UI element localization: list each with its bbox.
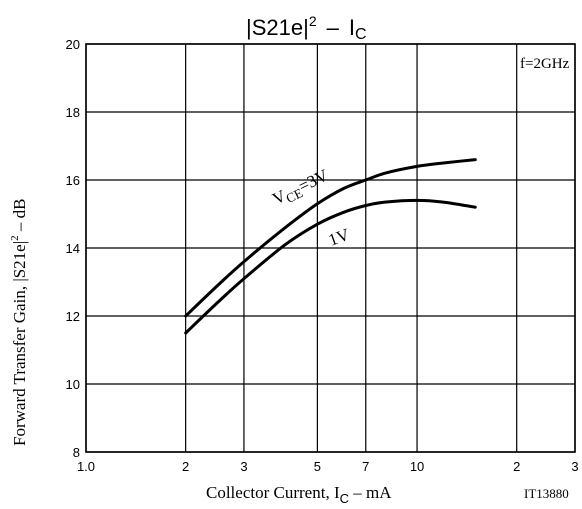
y-tick-labels: 8 10 12 14 16 18 20 [66,37,80,460]
figure-code: IT13880 [524,486,569,501]
y-axis-label-main: Forward Transfer Gain, |S21e| [10,241,29,446]
y-tick-label: 14 [66,241,80,256]
x-axis-label-rest: – mA [349,483,392,502]
x-tick-label: 1.0 [77,459,95,474]
title-dash: – [327,15,340,40]
x-tick-label: 2 [182,459,189,474]
y-axis-label: Forward Transfer Gain, |S21e|2 – dB [9,199,29,446]
x-axis-label: Collector Current, IC – mA [206,483,392,506]
y-axis-label-rest: – dB [10,199,29,236]
x-tick-label: 5 [314,459,321,474]
grid [85,43,576,453]
x-tick-label: 7 [362,459,369,474]
x-axis-label-main: Collector Current, I [206,483,340,502]
plot-frame [85,43,576,453]
x-tick-labels: 1.0 2 3 5 7 10 2 3 [77,459,579,474]
condition-label: f=2GHz [520,56,570,72]
series-line-1v [184,198,477,335]
title-exponent: 2 [309,13,317,29]
x-tick-label: 10 [410,459,424,474]
chart-title: |S21e|2– IC [246,13,367,43]
y-tick-label: 8 [73,445,80,460]
series-line-vce-3v [184,158,477,318]
y-tick-label: 10 [66,377,80,392]
series-label-1v: 1V [326,225,353,250]
title-sub: C [355,26,367,43]
y-tick-label: 20 [66,37,80,52]
title-main: |S21e| [246,15,309,40]
series-label-rest: =3V [295,165,331,196]
y-tick-label: 16 [66,173,80,188]
y-tick-label: 12 [66,309,80,324]
x-tick-label: 3 [571,459,578,474]
title-var: I [349,15,355,40]
series-label-sub: CE [284,185,306,206]
x-tick-label: 2 [513,459,520,474]
x-tick-label: 3 [240,459,247,474]
series-label-vce-3v: VCE=3V [269,165,333,211]
y-axis-label-exponent: 2 [9,235,21,241]
y-tick-label: 18 [66,105,80,120]
x-axis-label-sub: C [340,491,349,506]
series-lines [184,158,477,335]
